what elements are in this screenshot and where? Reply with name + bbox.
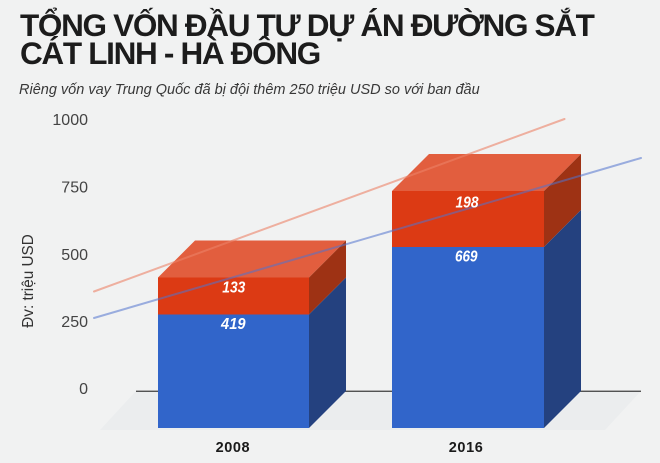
svg-text:669: 669 [455, 248, 478, 265]
svg-text:750: 750 [61, 180, 88, 197]
svg-text:133: 133 [222, 279, 245, 296]
svg-text:250: 250 [61, 314, 88, 331]
svg-text:Đv: triệu USD: Đv: triệu USD [20, 234, 37, 328]
svg-text:2008: 2008 [216, 440, 251, 456]
svg-text:2016: 2016 [449, 440, 484, 456]
svg-text:0: 0 [79, 381, 88, 398]
svg-text:419: 419 [220, 316, 246, 333]
svg-text:500: 500 [61, 247, 88, 264]
svg-text:1000: 1000 [52, 112, 88, 129]
svg-text:198: 198 [456, 195, 479, 212]
